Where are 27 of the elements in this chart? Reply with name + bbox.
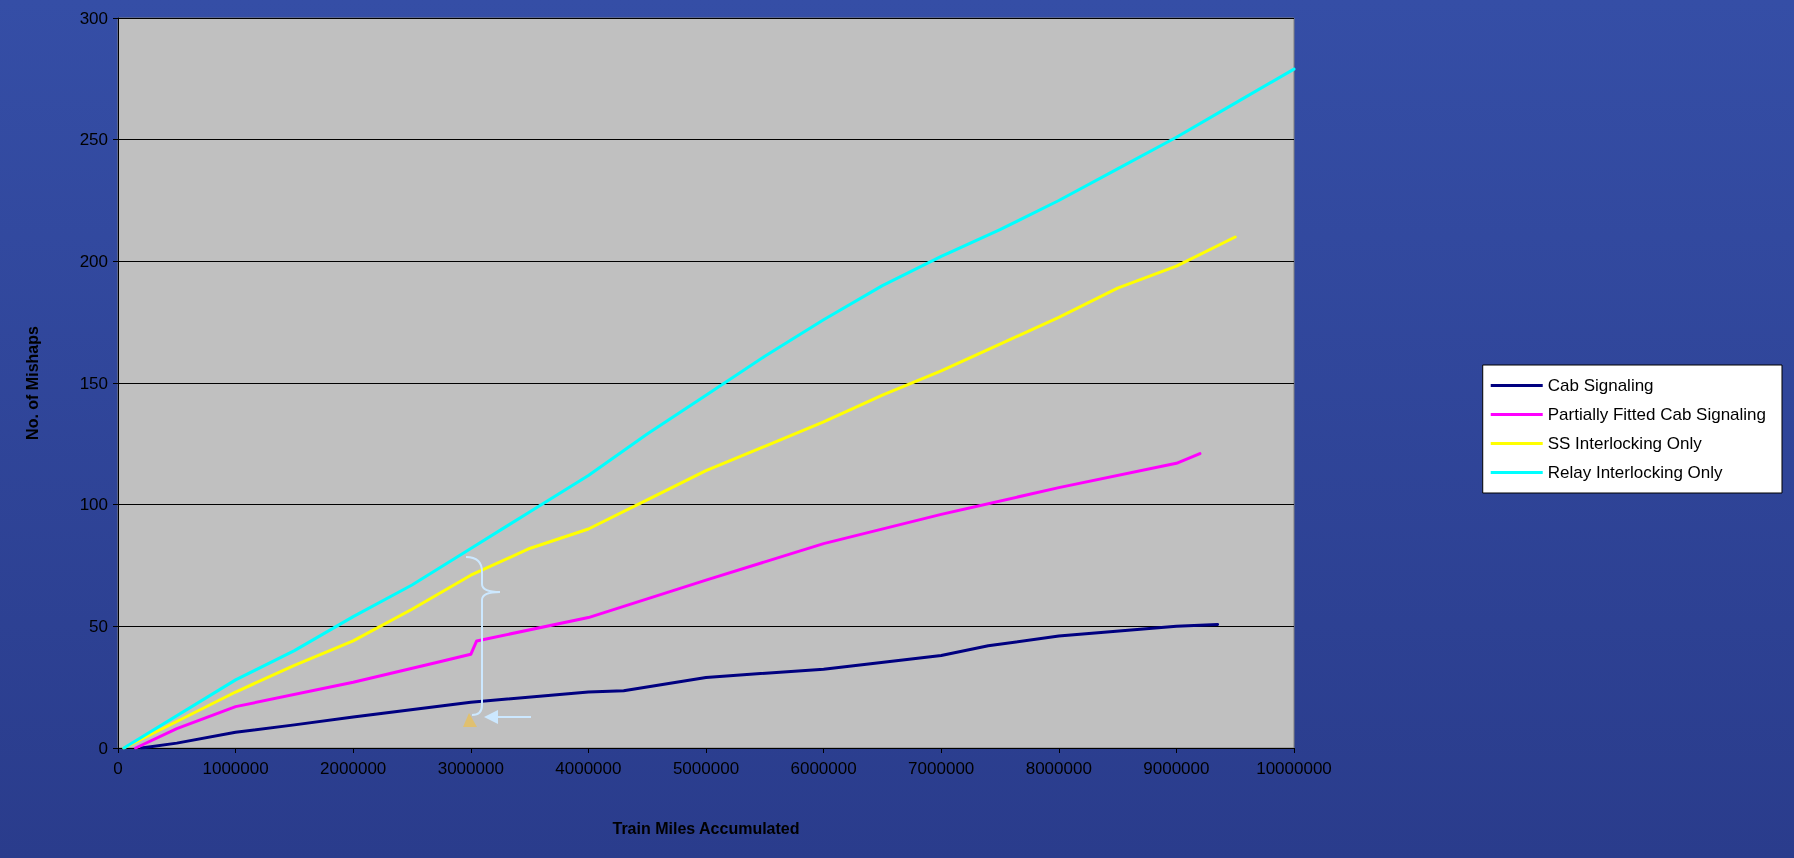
x-tick-label: 7000000 [908,759,975,778]
y-tick-label: 50 [89,616,108,636]
y-tick-label: 0 [98,738,108,758]
x-tick-label: 4000000 [555,759,622,778]
x-tick-label: 10000000 [1256,759,1332,778]
y-tick-label: 150 [79,373,108,393]
x-tick-label: 1000000 [202,759,269,778]
y-tick-label: 200 [79,251,108,271]
y-axis-title: No. of Mishaps [23,326,41,440]
x-tick-label: 8000000 [1025,759,1092,778]
line-series [122,67,1296,750]
line-series [140,622,1220,750]
y-tick-label: 250 [79,130,108,150]
x-tick-label: 9000000 [1143,759,1210,778]
y-tick-label: 300 [79,8,108,28]
x-tick-label: 0 [113,759,123,778]
legend-label: Cab Signaling [1547,376,1654,395]
x-tick-label: 2000000 [320,759,387,778]
line-series [134,452,1202,750]
legend-label: SS Interlocking Only [1547,434,1703,453]
x-tick-label: 6000000 [790,759,857,778]
y-tick-label: 100 [79,495,108,515]
x-tick-label: 5000000 [672,759,740,778]
x-axis-title: Train Miles Accumulated [612,819,800,837]
legend-label: Relay Interlocking Only [1547,463,1724,482]
legend-label: Partially Fitted Cab Signaling [1547,405,1766,424]
x-tick-label: 3000000 [437,759,504,778]
